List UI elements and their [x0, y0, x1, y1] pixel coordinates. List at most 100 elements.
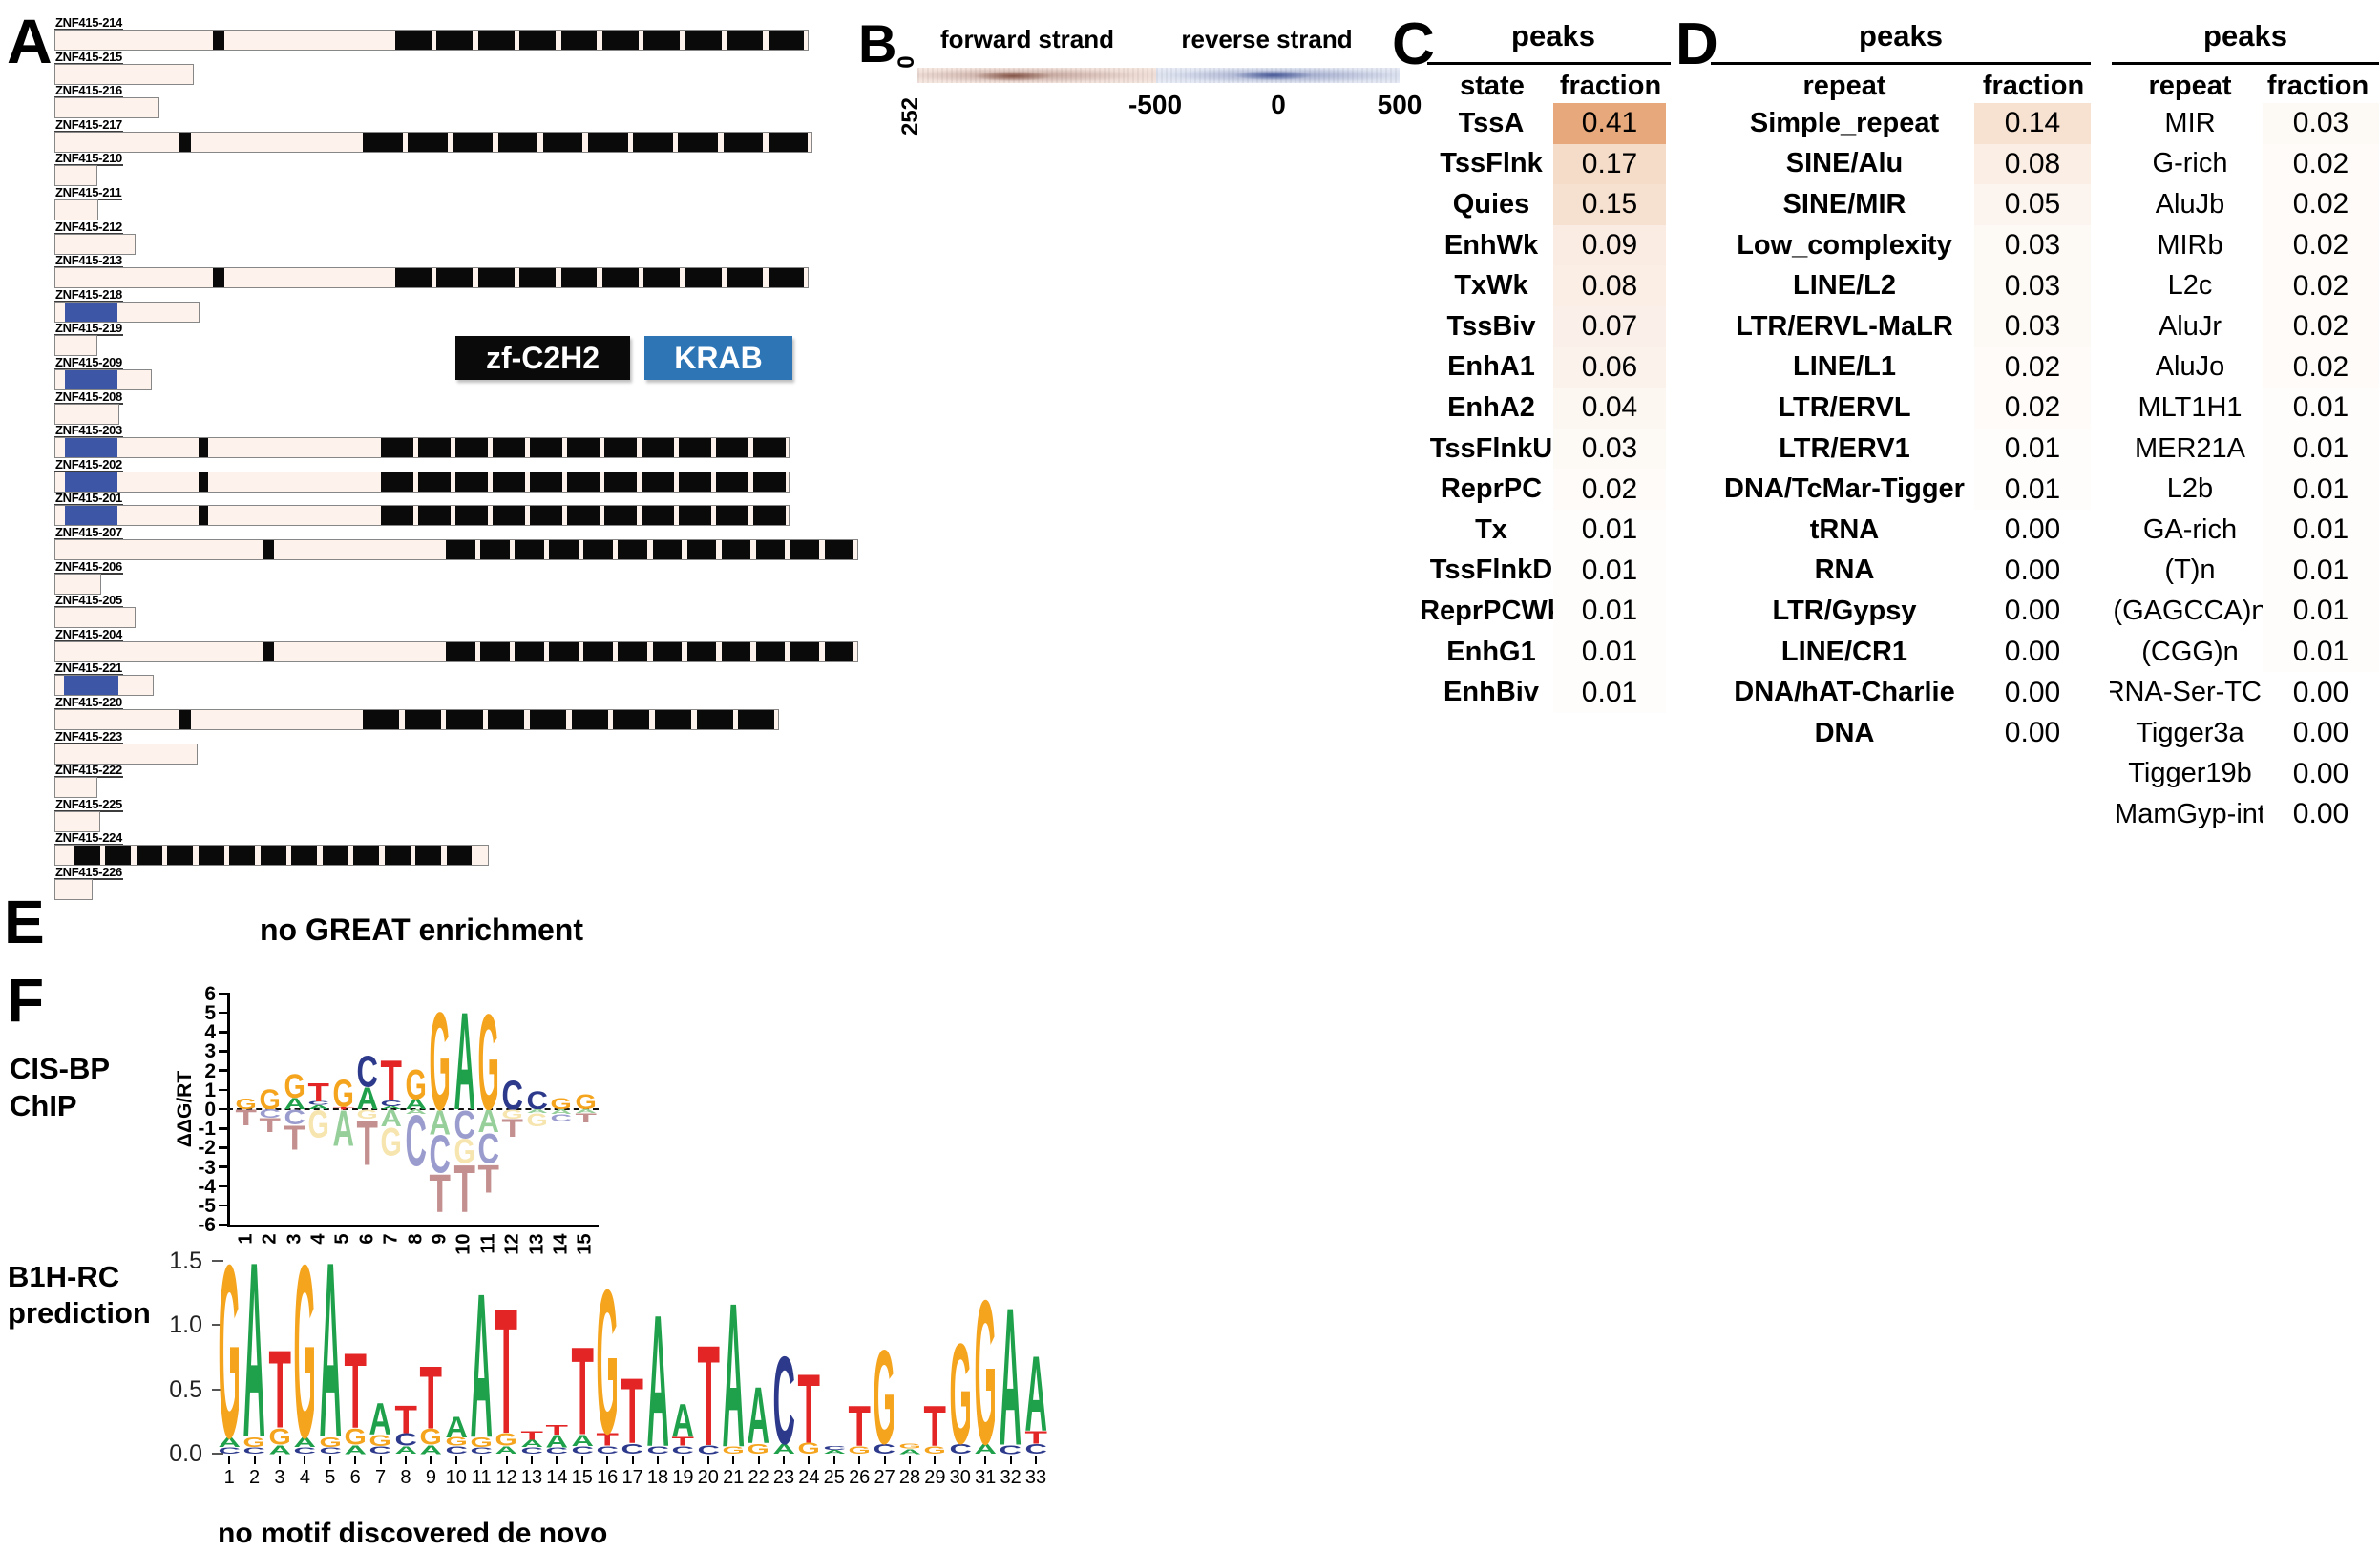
logo-letter-A: A: [307, 1103, 330, 1111]
zf-c2h2-domain: [381, 506, 413, 526]
b1h-xtick-mark: [706, 1456, 709, 1464]
table-row-value: 0.01: [2263, 550, 2379, 592]
zf-c2h2-domain: [436, 31, 474, 50]
b1h-xtick-mark: [757, 1456, 760, 1464]
isoform-name: ZNF415-213: [54, 253, 123, 269]
table-row-value: 0.02: [1974, 388, 2091, 429]
d2-col-fraction: fraction: [2266, 71, 2369, 101]
b1h-xtick-mark: [682, 1456, 685, 1464]
zf-c2h2-domain: [686, 540, 717, 559]
b1h-xtick-mark: [657, 1456, 659, 1464]
logo-letter-T: T: [307, 1078, 330, 1108]
zf-c2h2-domain: [727, 268, 764, 288]
b-xtick-500: 500: [1377, 90, 1422, 119]
b1h-xtick-mark: [808, 1456, 811, 1464]
isoform-bar: [54, 335, 97, 357]
energy-ytick-mark: [219, 1204, 227, 1207]
logo-letter-G: G: [848, 1443, 871, 1457]
table-row-label: Tx: [1475, 514, 1507, 545]
table-row-value: 0.01: [2263, 469, 2379, 510]
isoform-name: ZNF415-224: [54, 830, 123, 847]
table-row-value: 0.01: [2263, 428, 2379, 470]
zf-c2h2-domain: [263, 540, 274, 559]
table-row-label: L2b: [2166, 473, 2214, 505]
b1h-xtick-label: 13: [520, 1467, 543, 1488]
table-row-value: 0.06: [1553, 346, 1666, 388]
logo-letter-A: A: [772, 1440, 795, 1457]
zf-c2h2-domain: [618, 641, 647, 661]
zf-c2h2-domain: [567, 472, 600, 492]
zf-c2h2-domain: [583, 641, 613, 661]
b1h-ytick-label: 1.5: [169, 1247, 202, 1274]
logo-letter-G: G: [344, 1423, 367, 1450]
table-row-value: 0.03: [2263, 103, 2379, 144]
b1h-xtick-mark: [505, 1456, 508, 1464]
zf-c2h2-domain: [652, 540, 683, 559]
table-row-label: SINE/MIR: [1782, 188, 1906, 220]
isoform-name: ZNF415-222: [54, 763, 123, 779]
logo-letter-C: C: [380, 1099, 403, 1108]
logo-letter-C: C: [520, 1445, 543, 1457]
table-row-label: LINE/L2: [1793, 270, 1896, 302]
logo-letter-C: C: [949, 1440, 972, 1457]
b1h-xtick-mark: [934, 1456, 937, 1464]
table-row-label: tRNA-Ser-TCG: [2110, 677, 2270, 708]
b1h-xtick-label: 6: [349, 1467, 361, 1488]
isoform-bar: [54, 505, 790, 527]
b1h-xtick-label: 31: [975, 1467, 997, 1488]
table-row-label: MamGyp-int: [2115, 798, 2265, 829]
zf-c2h2-domain: [455, 506, 488, 526]
table-row-value: 0.00: [1974, 510, 2091, 551]
zf-c2h2-domain: [768, 31, 805, 50]
table-row-label: MIR: [2164, 107, 2216, 138]
zf-c2h2-domain: [560, 31, 598, 50]
b1h-xtick-label: 22: [748, 1467, 769, 1488]
krab-domain: [65, 370, 117, 389]
d2-col-repeat: repeat: [2148, 71, 2232, 101]
table-row-label: G-rich: [2152, 148, 2228, 179]
krab-domain: [64, 676, 118, 696]
zf-c2h2-domain: [480, 540, 510, 559]
zf-c2h2-domain: [567, 438, 600, 458]
b1h-xtick-mark: [883, 1456, 886, 1464]
logo-letter-A: A: [419, 1442, 443, 1457]
table-row-label: RNA: [1814, 555, 1875, 586]
zf-c2h2-domain: [199, 438, 208, 458]
logo-letter-A: A: [526, 1107, 548, 1115]
b1h-xtick-mark: [631, 1456, 634, 1464]
zf-c2h2-domain: [363, 132, 403, 152]
logo-letter-C: C: [470, 1445, 493, 1457]
zf-c2h2-domain: [642, 472, 674, 492]
no-great-enrichment-text: no GREAT enrichment: [260, 912, 583, 947]
table-row-label: TssFlnk: [1440, 148, 1543, 179]
zf-c2h2-domain: [404, 710, 441, 729]
logo-letter-A: A: [575, 1107, 597, 1115]
c-table-rule: [1427, 62, 1671, 65]
table-row-value: 0.00: [1974, 591, 2091, 632]
isoform-name: ZNF415-220: [54, 695, 123, 710]
table-row-label: L2c: [2167, 270, 2213, 302]
zf-c2h2-domain: [136, 846, 162, 866]
table-row-value: 0.01: [1553, 672, 1666, 713]
zf-c2h2-domain: [753, 438, 786, 458]
zf-c2h2-domain: [530, 438, 562, 458]
isoform-name: ZNF415-204: [54, 626, 123, 642]
logo-letter-T: T: [797, 1353, 821, 1464]
logo-letter-G: G: [218, 1214, 241, 1492]
energy-ytick-mark: [219, 1146, 227, 1149]
zf-c2h2-domain: [755, 540, 786, 559]
logo-letter-C: C: [697, 1442, 720, 1457]
table-row-value: 0.00: [2263, 794, 2379, 835]
logo-letter-G: G: [259, 1083, 282, 1116]
table-row-label: LTR/Gypsy: [1772, 595, 1917, 626]
panel-d-label: D: [1675, 11, 1718, 77]
isoform-name: ZNF415-211: [54, 185, 123, 200]
logo-letter-T: T: [495, 1271, 518, 1473]
logo-letter-C: C: [671, 1443, 695, 1457]
b-xtick-0: 0: [1271, 90, 1286, 119]
b1h-xtick-label: 16: [597, 1467, 619, 1488]
logo-letter-G: G: [268, 1423, 291, 1450]
logo-letter-C: C: [646, 1443, 669, 1457]
table-row-label: LTR/ERV1: [1779, 432, 1910, 464]
b1h-xtick-mark: [732, 1456, 735, 1464]
